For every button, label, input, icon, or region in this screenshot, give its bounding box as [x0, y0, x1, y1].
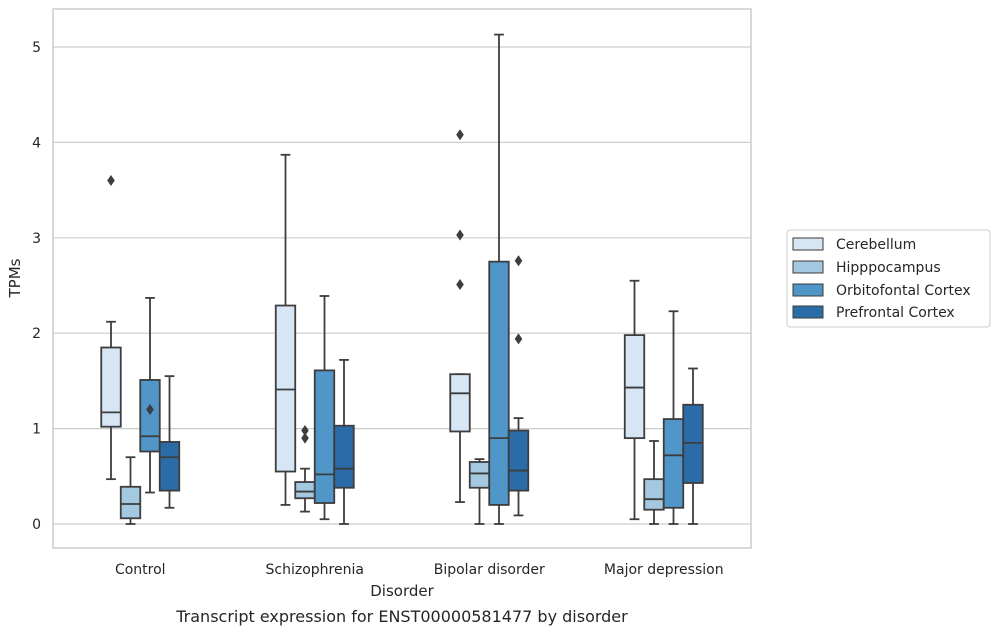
- outlier-point: [456, 229, 464, 241]
- legend-swatch-hippocampus: [792, 260, 824, 274]
- box-iqr: [119, 485, 142, 520]
- box-hipppocampus-major-depression: [643, 440, 665, 525]
- box-orbitofontal-cortex-schizophrenia: [313, 295, 336, 521]
- legend-swatch-prefrontal: [792, 305, 824, 319]
- legend-swatch-cerebellum: [792, 237, 824, 251]
- box-hipppocampus-schizophrenia: [294, 425, 316, 513]
- legend-label-cerebellum: Cerebellum: [836, 237, 916, 253]
- y-tick-label: 5: [32, 40, 41, 56]
- legend-label-hippocampus: Hipppocampus: [836, 260, 941, 276]
- box-prefrontal-cortex-major-depression: [682, 367, 704, 525]
- box-iqr: [507, 429, 530, 492]
- box-cerebellum-schizophrenia: [274, 153, 297, 506]
- box-iqr: [488, 260, 510, 506]
- box-layer: [100, 33, 704, 525]
- figure-caption: Transcript expression for ENST0000058147…: [175, 607, 628, 626]
- box-iqr: [158, 441, 181, 492]
- box-iqr: [333, 424, 355, 489]
- outlier-point: [514, 333, 523, 345]
- box-iqr: [682, 403, 704, 484]
- box-iqr: [139, 379, 161, 453]
- box-iqr: [100, 346, 122, 428]
- box-prefrontal-cortex-bipolar-disorder: [507, 255, 530, 517]
- legend-frame: [786, 229, 991, 328]
- y-tick-label: 4: [32, 135, 41, 151]
- x-tick-label: Major depression: [604, 562, 724, 578]
- box-iqr: [662, 418, 685, 509]
- box-iqr: [313, 369, 336, 504]
- y-axis-title: TPMs: [6, 258, 24, 298]
- legend-swatch-orbitofrontal: [792, 283, 824, 297]
- box-cerebellum-major-depression: [623, 279, 646, 521]
- box-cerebellum-control: [100, 175, 122, 481]
- outlier-point: [456, 279, 464, 291]
- box-iqr: [294, 481, 316, 500]
- y-tick-label: 2: [32, 326, 41, 342]
- tick-layer: 0 1 2 3 4 5 Control Schizophrenia Bipolar disord…: [32, 40, 724, 578]
- outlier-point: [514, 255, 523, 267]
- x-tick-label: Bipolar disorder: [434, 562, 545, 578]
- y-tick-label: 3: [32, 231, 41, 247]
- outlier-point: [456, 129, 464, 141]
- y-tick-label: 1: [32, 422, 41, 438]
- outlier-point: [146, 404, 154, 416]
- box-orbitofontal-cortex-control: [139, 297, 161, 494]
- box-iqr: [449, 373, 471, 433]
- box-cerebellum-bipolar-disorder: [449, 129, 471, 503]
- y-tick-label: 0: [32, 517, 41, 533]
- grid-layer: [53, 46, 751, 525]
- box-prefrontal-cortex-schizophrenia: [333, 359, 355, 525]
- box-orbitofontal-cortex-bipolar-disorder: [488, 33, 510, 525]
- box-hipppocampus-control: [119, 456, 142, 525]
- box-hipppocampus-bipolar-disorder: [468, 458, 491, 525]
- box-orbitofontal-cortex-major-depression: [662, 310, 685, 525]
- outlier-point: [301, 432, 309, 444]
- legend: Cerebellum Hipppocampus Orbitofontal Cor…: [786, 229, 991, 328]
- outlier-point: [107, 175, 115, 187]
- box-iqr: [643, 478, 665, 511]
- outlier-point: [301, 425, 309, 437]
- x-tick-label: Schizophrenia: [266, 562, 364, 578]
- x-tick-label: Control: [115, 562, 166, 578]
- legend-label-prefrontal: Prefrontal Cortex: [836, 305, 955, 321]
- legend-label-orbitofrontal: Orbitofontal Cortex: [836, 283, 971, 299]
- box-iqr: [468, 461, 491, 489]
- plot-frame: [52, 8, 752, 549]
- box-iqr: [274, 304, 297, 473]
- box-prefrontal-cortex-control: [158, 375, 181, 509]
- box-iqr: [623, 334, 646, 440]
- x-axis-title: Disorder: [370, 582, 434, 600]
